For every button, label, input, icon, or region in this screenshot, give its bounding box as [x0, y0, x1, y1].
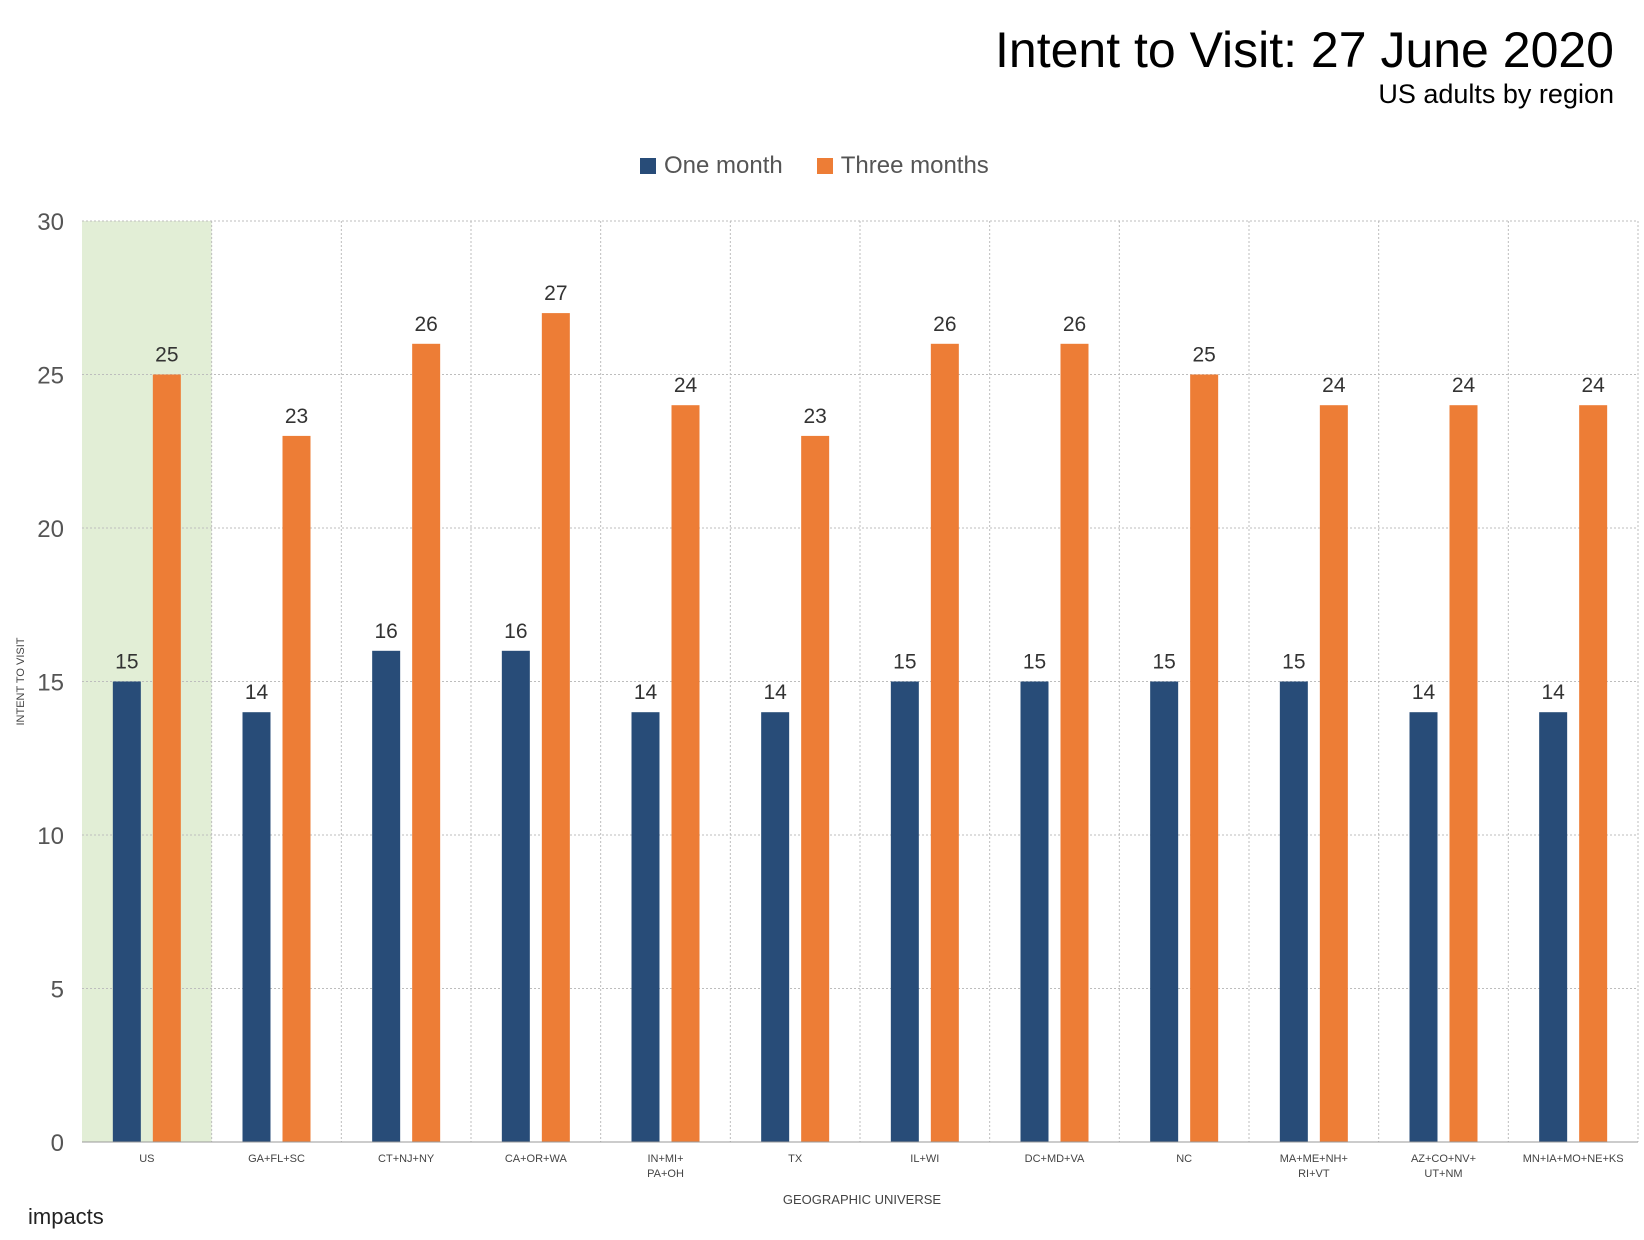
bar-three-months [282, 435, 311, 1142]
legend: One month Three months [640, 152, 1023, 180]
bar-one-month [1150, 681, 1179, 1142]
x-tick-label: US [139, 1153, 154, 1165]
data-label-one-month: 16 [374, 620, 397, 643]
bar-one-month [1539, 712, 1568, 1142]
bar-one-month [1279, 681, 1308, 1142]
bar-three-months [412, 343, 441, 1142]
data-label-three-months: 25 [155, 344, 178, 367]
data-label-three-months: 23 [285, 405, 308, 428]
x-tick-label: AZ+CO+NV+ [1411, 1153, 1476, 1165]
data-label-three-months: 24 [1322, 374, 1346, 397]
bar-one-month [501, 650, 530, 1142]
x-tick-label: IN+MI+ [647, 1153, 683, 1165]
data-label-three-months: 23 [803, 405, 826, 428]
bar-three-months [152, 374, 181, 1142]
bar-three-months [1579, 405, 1608, 1142]
bar-one-month [761, 712, 790, 1142]
y-tick-label: 20 [37, 516, 64, 543]
bar-one-month [1409, 712, 1438, 1142]
data-label-one-month: 15 [1282, 651, 1305, 674]
y-tick-label: 0 [51, 1130, 64, 1157]
data-label-three-months: 24 [674, 374, 698, 397]
x-tick-label: TX [788, 1153, 803, 1165]
data-label-three-months: 24 [1452, 374, 1476, 397]
bar-one-month [372, 650, 401, 1142]
bar-three-months [930, 343, 959, 1142]
data-label-one-month: 14 [634, 681, 658, 704]
data-label-three-months: 26 [1063, 313, 1086, 336]
bar-three-months [1060, 343, 1089, 1142]
y-axis-title: INTENT TO VISIT [15, 637, 27, 725]
bar-three-months [1190, 374, 1219, 1142]
y-tick-label: 30 [37, 209, 64, 236]
data-label-one-month: 15 [1152, 651, 1175, 674]
chart-title: Intent to Visit: 27 June 2020 [995, 22, 1614, 78]
data-label-three-months: 26 [414, 313, 437, 336]
bar-three-months [541, 313, 570, 1143]
x-tick-label: PA+OH [647, 1168, 684, 1180]
bar-one-month [242, 712, 271, 1142]
y-tick-label: 25 [37, 363, 64, 390]
data-label-one-month: 15 [893, 651, 916, 674]
chart-subtitle: US adults by region [1378, 79, 1614, 109]
bar-three-months [801, 435, 830, 1142]
data-label-one-month: 14 [1412, 681, 1436, 704]
data-label-three-months: 27 [544, 282, 567, 305]
data-label-three-months: 24 [1581, 374, 1605, 397]
data-label-one-month: 15 [1023, 651, 1046, 674]
bar-one-month [631, 712, 660, 1142]
x-tick-label: MA+ME+NH+ [1280, 1153, 1348, 1165]
legend-label-three-months: Three months [840, 152, 989, 179]
bar-one-month [1020, 681, 1049, 1142]
legend-item-three-months: Three months [816, 152, 989, 180]
y-tick-label: 10 [37, 823, 64, 850]
x-tick-label: NC [1176, 1153, 1192, 1165]
x-tick-label: IL+WI [910, 1153, 939, 1165]
data-label-one-month: 14 [763, 681, 787, 704]
bar-three-months [1449, 405, 1478, 1142]
data-label-three-months: 26 [933, 313, 956, 336]
data-label-one-month: 16 [504, 620, 527, 643]
y-tick-label: 5 [51, 977, 64, 1004]
data-label-one-month: 15 [115, 651, 138, 674]
x-tick-label: CT+NJ+NY [378, 1153, 435, 1165]
x-tick-label: UT+NM [1424, 1168, 1462, 1180]
x-tick-label: GA+FL+SC [248, 1153, 305, 1165]
y-tick-label: 15 [37, 670, 64, 697]
data-label-one-month: 14 [245, 681, 269, 704]
x-tick-label: CA+OR+WA [505, 1153, 568, 1165]
legend-swatch-three-months [816, 158, 833, 174]
x-tick-label: RI+VT [1298, 1168, 1330, 1180]
legend-item-one-month: One month [640, 152, 783, 180]
data-label-one-month: 14 [1541, 681, 1565, 704]
bar-three-months [1319, 405, 1348, 1142]
legend-label-one-month: One month [664, 152, 783, 179]
bar-one-month [112, 681, 141, 1142]
x-tick-label: DC+MD+VA [1025, 1153, 1085, 1165]
legend-swatch-one-month [640, 158, 656, 174]
x-axis-title: GEOGRAPHIC UNIVERSE [783, 1192, 942, 1207]
impacts-logo: impacts [28, 1204, 104, 1229]
x-tick-label: MN+IA+MO+NE+KS [1523, 1153, 1624, 1165]
bar-three-months [671, 405, 700, 1142]
bar-one-month [890, 681, 919, 1142]
data-label-three-months: 25 [1192, 344, 1215, 367]
